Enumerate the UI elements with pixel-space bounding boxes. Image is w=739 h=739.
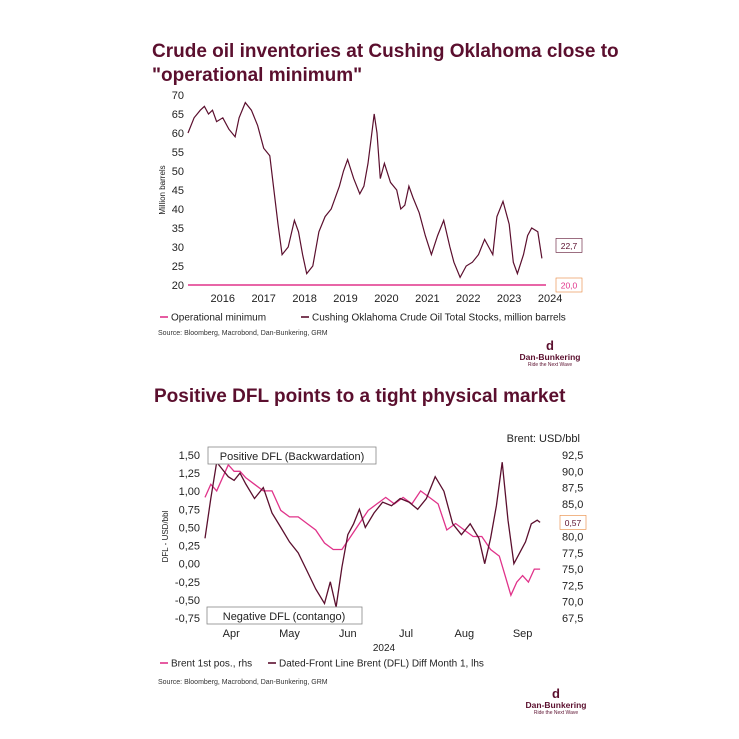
- y-right-tick-label: 90,0: [562, 466, 583, 478]
- y-tick-label: 35: [172, 223, 184, 235]
- end-label-stocks: 22,7: [561, 241, 578, 251]
- y-tick-label: 40: [172, 204, 184, 216]
- x-tick-label: 2024: [538, 293, 562, 305]
- y-left-tick-label: 0,25: [179, 541, 200, 553]
- x-tick-label: 2023: [497, 293, 521, 305]
- logo-bottom: d Dan-Bunkering Ride the Next Wave: [520, 686, 592, 716]
- y-left-tick-label: 0,50: [179, 522, 200, 534]
- logo-tagline: Ride the Next Wave: [527, 362, 573, 368]
- series-dfl: [204, 460, 541, 608]
- y-tick-label: 65: [172, 109, 184, 121]
- y-right-tick-label: 92,5: [562, 450, 583, 462]
- y-tick-label: 20: [172, 280, 184, 292]
- end-label-box: [559, 515, 587, 530]
- y-left-axis-label: DFL - USD/bbl: [161, 510, 170, 562]
- x-tick-label: Jun: [339, 628, 357, 640]
- y-tick-label: 45: [172, 185, 184, 197]
- x-tick-label: Aug: [455, 628, 475, 640]
- y-left-tick-label: 1,50: [179, 450, 200, 462]
- y-tick-label: 55: [172, 147, 184, 159]
- chart2-source: Source: Bloomberg, Macrobond, Dan-Bunker…: [158, 679, 328, 686]
- y-right-tick-label: 80,0: [562, 532, 583, 544]
- end-label-minimum: 20,0: [561, 281, 578, 291]
- y-tick-label: 70: [172, 90, 184, 102]
- y-right-tick-label: 87,5: [562, 483, 583, 495]
- x-tick-label: Jul: [399, 628, 413, 640]
- annotation-box-positive: [207, 446, 377, 465]
- y-tick-label: 50: [172, 166, 184, 178]
- logo-mark-icon: d: [552, 686, 560, 701]
- x-tick-label: 2019: [333, 293, 357, 305]
- x-tick-label: 2017: [251, 293, 275, 305]
- y-right-axis-label: Brent: USD/bbl: [507, 433, 580, 445]
- logo-tagline: Ride the Next Wave: [533, 710, 579, 716]
- y-left-tick-label: 1,00: [179, 486, 200, 498]
- x-tick-label: May: [279, 628, 300, 640]
- y-tick-label: 30: [172, 242, 184, 254]
- x-tick-label: 2022: [456, 293, 480, 305]
- y-right-tick-label: 85,0: [562, 499, 583, 511]
- y-right-tick-label: 77,5: [562, 548, 583, 560]
- y-left-tick-label: -0,50: [175, 595, 200, 607]
- x-tick-label: 2018: [292, 293, 316, 305]
- y-tick-label: 60: [172, 128, 184, 140]
- legend-label-operational-minimum: Operational minimum: [171, 313, 266, 324]
- x-tick-label: 2021: [415, 293, 439, 305]
- series-cushing-stocks: [187, 101, 543, 279]
- y-right-tick-label: 72,5: [562, 580, 583, 592]
- legend-label-cushing-stocks: Cushing Oklahoma Crude Oil Total Stocks,…: [312, 313, 566, 324]
- logo-name: Dan-Bunkering: [525, 700, 587, 710]
- y-left-tick-label: 1,25: [179, 468, 200, 480]
- y-right-tick-label: 70,0: [562, 597, 583, 609]
- annotation-negative-dfl: Negative DFL (contango): [223, 611, 346, 623]
- end-label-box: [555, 277, 583, 293]
- y-axis-label: Million barrels: [158, 165, 167, 214]
- legend-label-dfl: Dated-Front Line Brent (DFL) Diff Month …: [279, 659, 484, 670]
- y-right-tick-label: 67,5: [562, 613, 583, 625]
- y-left-tick-label: -0,25: [175, 577, 200, 589]
- chart2-title: Positive DFL points to a tight physical …: [154, 386, 566, 407]
- legend-label-brent: Brent 1st pos., rhs: [171, 659, 252, 670]
- logo-mark-icon: d: [546, 338, 554, 353]
- end-label-dfl: 0,57: [565, 518, 582, 528]
- y-left-tick-label: -0,75: [175, 613, 200, 625]
- y-tick-label: 25: [172, 261, 184, 273]
- series-brent: [204, 463, 541, 598]
- x-axis-label: 2024: [373, 643, 396, 654]
- x-tick-label: Apr: [223, 628, 240, 640]
- y-left-tick-label: 0,00: [179, 559, 200, 571]
- logo-top: d Dan-Bunkering Ride the Next Wave: [514, 338, 586, 368]
- chart1-source: Source: Bloomberg, Macrobond, Dan-Bunker…: [158, 330, 328, 337]
- x-tick-label: 2016: [211, 293, 235, 305]
- y-right-tick-label: 75,0: [562, 564, 583, 576]
- x-tick-label: Sep: [513, 628, 533, 640]
- x-tick-label: 2020: [374, 293, 398, 305]
- logo-name: Dan-Bunkering: [519, 352, 581, 362]
- end-label-box: [555, 238, 583, 253]
- annotation-positive-dfl: Positive DFL (Backwardation): [220, 451, 364, 463]
- annotation-box-negative: [206, 606, 363, 625]
- y-left-tick-label: 0,75: [179, 504, 200, 516]
- chart1-title: Crude oil inventories at Cushing Oklahom…: [152, 41, 619, 86]
